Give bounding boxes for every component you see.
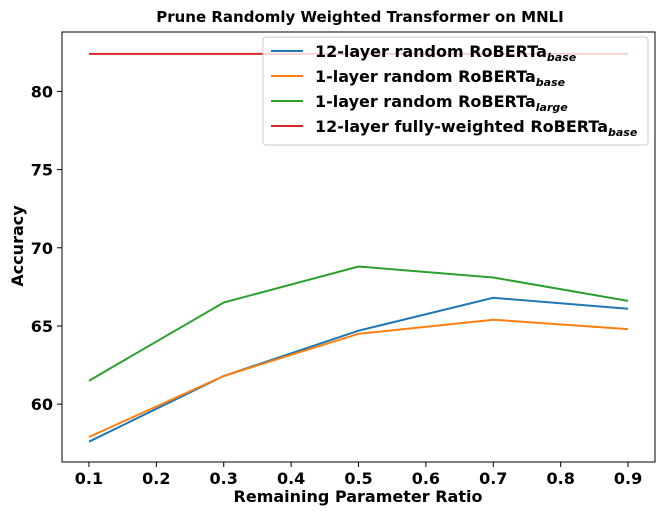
y-tick-label: 75 (31, 161, 53, 180)
legend-label-1: 1-layer random RoBERTabase (315, 67, 566, 89)
legend-box (262, 36, 649, 146)
legend-label-0: 12-layer random RoBERTabase (315, 42, 577, 64)
y-tick-label: 80 (31, 82, 53, 101)
legend-label-3: 12-layer fully-weighted RoBERTabase (315, 117, 638, 139)
legend-label-subscript: base (608, 126, 638, 139)
x-tick-label: 0.5 (344, 469, 372, 488)
x-tick-label: 0.7 (479, 469, 507, 488)
legend-label-subscript: base (547, 51, 577, 64)
x-tick-label: 0.2 (142, 469, 170, 488)
y-axis: 60 65 70 75 80 (31, 82, 62, 414)
series-line-2 (88, 265, 629, 382)
x-tick-label: 0.6 (412, 469, 440, 488)
x-tick-label: 0.8 (546, 469, 574, 488)
legend-label-subscript: large (536, 101, 568, 114)
series-line-0 (88, 296, 629, 443)
legend-label-name: 12-layer fully-weighted RoBERTa (315, 117, 608, 136)
x-tick-label: 0.1 (75, 469, 103, 488)
x-tick-label: 0.4 (277, 469, 305, 488)
y-tick-label: 65 (31, 317, 53, 336)
legend-label-name: 1-layer random RoBERTa (315, 92, 536, 111)
y-tick-label: 60 (31, 395, 53, 414)
legend-label-2: 1-layer random RoBERTalarge (315, 92, 568, 114)
x-axis-label: Remaining Parameter Ratio (234, 487, 483, 506)
legend-label-name: 12-layer random RoBERTa (315, 42, 547, 61)
y-axis-label: Accuracy (8, 205, 27, 287)
x-tick-label: 0.3 (210, 469, 238, 488)
legend-label-name: 1-layer random RoBERTa (315, 67, 536, 86)
series-line-1 (88, 318, 629, 438)
x-tick-label: 0.9 (614, 469, 642, 488)
plot-area: 0.1 0.2 0.3 0.4 0.5 0.6 0.7 0.8 0.9 60 65 70 75 80 (31, 31, 656, 488)
y-tick-label: 70 (31, 239, 53, 258)
x-axis: 0.1 0.2 0.3 0.4 0.5 0.6 0.7 0.8 0.9 (75, 462, 642, 488)
chart-title: Prune Randomly Weighted Transformer on M… (156, 8, 564, 26)
legend-label-subscript: base (536, 76, 566, 89)
